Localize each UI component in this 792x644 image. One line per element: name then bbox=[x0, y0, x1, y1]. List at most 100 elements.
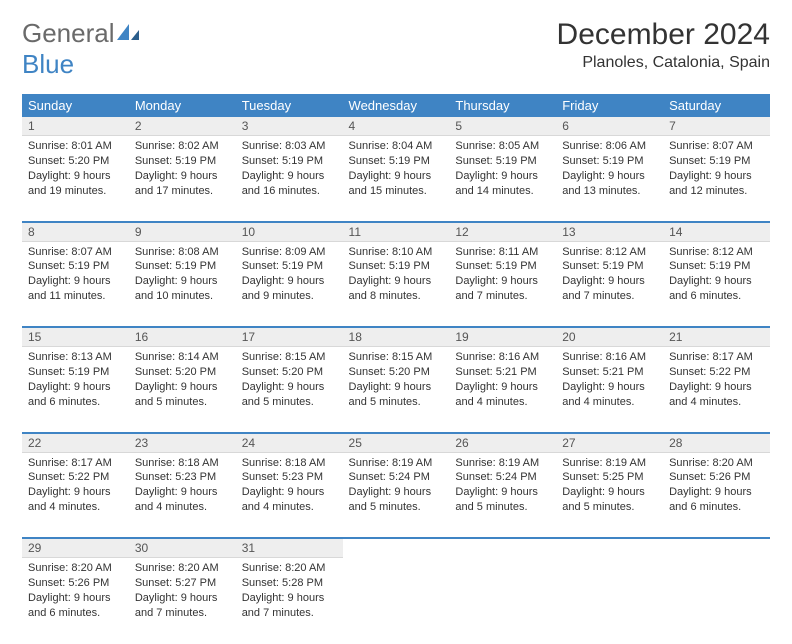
daylight-text-1: Daylight: 9 hours bbox=[135, 169, 230, 184]
daylight-text-2: and 10 minutes. bbox=[135, 289, 230, 304]
calendar-table: Sunday Monday Tuesday Wednesday Thursday… bbox=[22, 94, 770, 644]
page-title: December 2024 bbox=[557, 18, 770, 52]
col-friday: Friday bbox=[556, 94, 663, 117]
daylight-text-2: and 7 minutes. bbox=[135, 606, 230, 621]
day-content-cell: Sunrise: 8:07 AMSunset: 5:19 PMDaylight:… bbox=[22, 241, 129, 327]
sunset-text: Sunset: 5:19 PM bbox=[242, 259, 337, 274]
daylight-text-1: Daylight: 9 hours bbox=[242, 485, 337, 500]
sunset-text: Sunset: 5:19 PM bbox=[562, 259, 657, 274]
day-content-cell: Sunrise: 8:15 AMSunset: 5:20 PMDaylight:… bbox=[343, 347, 450, 433]
day-number-cell: 27 bbox=[556, 433, 663, 453]
day-number-cell: 10 bbox=[236, 222, 343, 242]
sunrise-text: Sunrise: 8:12 AM bbox=[562, 245, 657, 260]
sunrise-text: Sunrise: 8:19 AM bbox=[562, 456, 657, 471]
sunrise-text: Sunrise: 8:20 AM bbox=[669, 456, 764, 471]
col-thursday: Thursday bbox=[449, 94, 556, 117]
sunset-text: Sunset: 5:23 PM bbox=[242, 470, 337, 485]
day-number-cell: 11 bbox=[343, 222, 450, 242]
daylight-text-1: Daylight: 9 hours bbox=[28, 591, 123, 606]
day-number-cell: 13 bbox=[556, 222, 663, 242]
sunset-text: Sunset: 5:20 PM bbox=[28, 154, 123, 169]
daylight-text-2: and 4 minutes. bbox=[28, 500, 123, 515]
day-number-cell: 14 bbox=[663, 222, 770, 242]
sunset-text: Sunset: 5:20 PM bbox=[242, 365, 337, 380]
day-number-cell bbox=[556, 538, 663, 558]
sunrise-text: Sunrise: 8:17 AM bbox=[669, 350, 764, 365]
daylight-text-2: and 6 minutes. bbox=[669, 500, 764, 515]
daylight-text-1: Daylight: 9 hours bbox=[562, 380, 657, 395]
sunset-text: Sunset: 5:20 PM bbox=[349, 365, 444, 380]
daylight-text-2: and 13 minutes. bbox=[562, 184, 657, 199]
week-daynum-row: 1234567 bbox=[22, 117, 770, 136]
daylight-text-1: Daylight: 9 hours bbox=[28, 169, 123, 184]
daylight-text-2: and 6 minutes. bbox=[28, 606, 123, 621]
day-number-cell: 8 bbox=[22, 222, 129, 242]
sunset-text: Sunset: 5:24 PM bbox=[349, 470, 444, 485]
day-content-cell bbox=[663, 558, 770, 644]
daylight-text-1: Daylight: 9 hours bbox=[28, 274, 123, 289]
day-number-cell: 18 bbox=[343, 327, 450, 347]
sunrise-text: Sunrise: 8:16 AM bbox=[455, 350, 550, 365]
day-content-cell: Sunrise: 8:19 AMSunset: 5:25 PMDaylight:… bbox=[556, 452, 663, 538]
sunrise-text: Sunrise: 8:03 AM bbox=[242, 139, 337, 154]
daylight-text-1: Daylight: 9 hours bbox=[455, 274, 550, 289]
daylight-text-2: and 19 minutes. bbox=[28, 184, 123, 199]
sunrise-text: Sunrise: 8:10 AM bbox=[349, 245, 444, 260]
day-content-cell bbox=[343, 558, 450, 644]
sunrise-text: Sunrise: 8:14 AM bbox=[135, 350, 230, 365]
day-number-cell: 31 bbox=[236, 538, 343, 558]
sunrise-text: Sunrise: 8:15 AM bbox=[349, 350, 444, 365]
daylight-text-2: and 12 minutes. bbox=[669, 184, 764, 199]
day-number-cell: 4 bbox=[343, 117, 450, 136]
week-daynum-row: 293031 bbox=[22, 538, 770, 558]
daylight-text-2: and 9 minutes. bbox=[242, 289, 337, 304]
sunset-text: Sunset: 5:19 PM bbox=[349, 154, 444, 169]
logo-sail-icon bbox=[115, 18, 141, 49]
logo: GeneralBlue bbox=[22, 18, 141, 80]
day-number-cell: 30 bbox=[129, 538, 236, 558]
sunrise-text: Sunrise: 8:12 AM bbox=[669, 245, 764, 260]
sunset-text: Sunset: 5:19 PM bbox=[455, 259, 550, 274]
day-number-cell: 7 bbox=[663, 117, 770, 136]
daylight-text-1: Daylight: 9 hours bbox=[242, 274, 337, 289]
daylight-text-1: Daylight: 9 hours bbox=[562, 274, 657, 289]
daylight-text-2: and 17 minutes. bbox=[135, 184, 230, 199]
sunrise-text: Sunrise: 8:04 AM bbox=[349, 139, 444, 154]
daylight-text-2: and 8 minutes. bbox=[349, 289, 444, 304]
sunset-text: Sunset: 5:21 PM bbox=[562, 365, 657, 380]
sunset-text: Sunset: 5:19 PM bbox=[349, 259, 444, 274]
sunrise-text: Sunrise: 8:16 AM bbox=[562, 350, 657, 365]
day-header-row: Sunday Monday Tuesday Wednesday Thursday… bbox=[22, 94, 770, 117]
day-number-cell: 15 bbox=[22, 327, 129, 347]
day-content-cell: Sunrise: 8:12 AMSunset: 5:19 PMDaylight:… bbox=[556, 241, 663, 327]
day-content-cell: Sunrise: 8:01 AMSunset: 5:20 PMDaylight:… bbox=[22, 136, 129, 222]
sunrise-text: Sunrise: 8:18 AM bbox=[242, 456, 337, 471]
day-number-cell bbox=[343, 538, 450, 558]
daylight-text-2: and 5 minutes. bbox=[135, 395, 230, 410]
daylight-text-2: and 4 minutes. bbox=[562, 395, 657, 410]
daylight-text-1: Daylight: 9 hours bbox=[242, 591, 337, 606]
sunrise-text: Sunrise: 8:08 AM bbox=[135, 245, 230, 260]
sunset-text: Sunset: 5:21 PM bbox=[455, 365, 550, 380]
sunrise-text: Sunrise: 8:15 AM bbox=[242, 350, 337, 365]
daylight-text-1: Daylight: 9 hours bbox=[669, 485, 764, 500]
day-content-cell: Sunrise: 8:14 AMSunset: 5:20 PMDaylight:… bbox=[129, 347, 236, 433]
daylight-text-1: Daylight: 9 hours bbox=[349, 485, 444, 500]
daylight-text-1: Daylight: 9 hours bbox=[242, 169, 337, 184]
sunrise-text: Sunrise: 8:01 AM bbox=[28, 139, 123, 154]
day-number-cell: 26 bbox=[449, 433, 556, 453]
title-block: December 2024 Planoles, Catalonia, Spain bbox=[557, 18, 770, 72]
day-number-cell: 19 bbox=[449, 327, 556, 347]
day-content-cell: Sunrise: 8:06 AMSunset: 5:19 PMDaylight:… bbox=[556, 136, 663, 222]
sunset-text: Sunset: 5:19 PM bbox=[455, 154, 550, 169]
day-content-cell: Sunrise: 8:05 AMSunset: 5:19 PMDaylight:… bbox=[449, 136, 556, 222]
day-number-cell: 12 bbox=[449, 222, 556, 242]
day-number-cell: 2 bbox=[129, 117, 236, 136]
daylight-text-1: Daylight: 9 hours bbox=[242, 380, 337, 395]
header: GeneralBlue December 2024 Planoles, Cata… bbox=[22, 18, 770, 80]
daylight-text-1: Daylight: 9 hours bbox=[455, 485, 550, 500]
week-daynum-row: 22232425262728 bbox=[22, 433, 770, 453]
day-content-cell: Sunrise: 8:04 AMSunset: 5:19 PMDaylight:… bbox=[343, 136, 450, 222]
day-number-cell: 29 bbox=[22, 538, 129, 558]
daylight-text-1: Daylight: 9 hours bbox=[455, 380, 550, 395]
